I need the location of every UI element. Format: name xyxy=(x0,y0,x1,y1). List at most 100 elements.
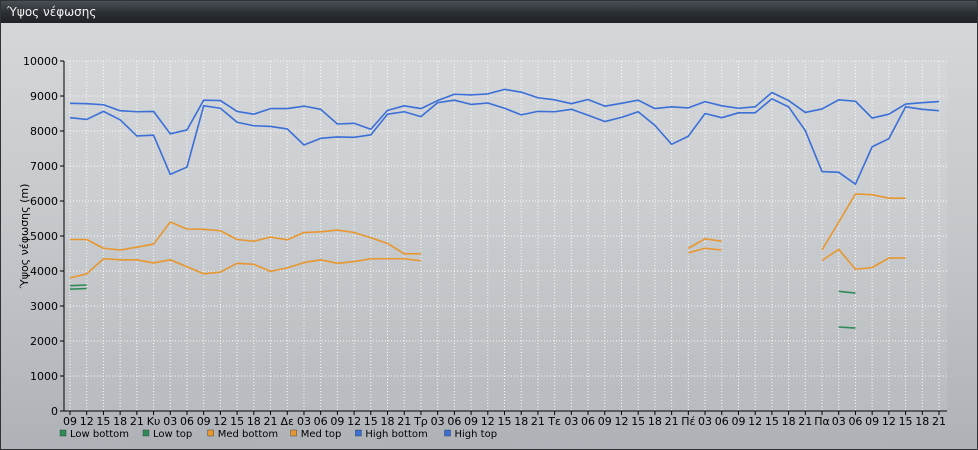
x-tick-label: 06 xyxy=(314,415,328,428)
legend-item: Med top xyxy=(290,429,342,440)
y-tick-label: 7000 xyxy=(30,160,58,173)
x-tick-label: Τρ xyxy=(413,415,428,428)
x-tick-label: Κυ xyxy=(147,415,161,428)
y-axis-label: Ύψος νέφωσης (m) xyxy=(18,184,31,290)
legend-item: Med bottom xyxy=(207,429,278,440)
legend-swatch xyxy=(59,429,67,437)
x-tick-label: Δε xyxy=(281,415,295,428)
x-tick-label: 09 xyxy=(464,415,478,428)
x-tick-label: 03 xyxy=(832,415,846,428)
x-tick-label: Πα xyxy=(814,415,830,428)
x-tick-label: 21 xyxy=(397,415,411,428)
legend-label: Low bottom xyxy=(70,429,129,440)
y-tick-label: 5000 xyxy=(30,230,58,243)
series-layer xyxy=(69,88,940,329)
series-line-segment xyxy=(838,326,856,329)
legend: Low bottom Low top Med bottom Med top High b… xyxy=(59,429,498,440)
x-tick-label: 09 xyxy=(731,415,745,428)
series-line-segment xyxy=(69,257,422,279)
legend-swatch xyxy=(290,429,297,437)
x-tick-label: 09 xyxy=(598,415,612,428)
x-tick-label: 03 xyxy=(564,415,578,428)
x-tick-label: 06 xyxy=(447,415,461,428)
y-tick-label: 2000 xyxy=(30,335,58,348)
legend-label: High top xyxy=(455,429,498,440)
x-tick-label: 12 xyxy=(882,415,896,428)
legend-item: High top xyxy=(444,429,498,440)
x-tick-label: 15 xyxy=(631,415,645,428)
legend-item: Low top xyxy=(142,429,192,440)
y-tick-label: 10000 xyxy=(23,55,58,68)
x-tick-label: 15 xyxy=(498,415,512,428)
x-tick-label: 03 xyxy=(698,415,712,428)
y-tick-labels: 0 1000 2000 3000 4000 5000 6000 7000 8000 9000 100… xyxy=(23,55,64,418)
series-line-segment xyxy=(838,290,856,294)
x-tick-labels: 09 12 15 18 21 Κυ 03 06 09 12 15 18 21 Δε 03 06 09 12 15 18… xyxy=(63,411,946,428)
series-high-bottom xyxy=(69,98,940,185)
x-tick-label: 18 xyxy=(381,415,395,428)
x-tick-label: 03 xyxy=(297,415,311,428)
x-tick-label: 12 xyxy=(748,415,762,428)
window-title: Ύψος νέφωσης xyxy=(1,1,977,23)
y-tick-label: 6000 xyxy=(30,195,58,208)
y-tick-label: 4000 xyxy=(30,265,58,278)
y-tick-label: 9000 xyxy=(30,90,58,103)
x-tick-label: 15 xyxy=(230,415,244,428)
x-tick-label: 09 xyxy=(865,415,879,428)
x-tick-label: 21 xyxy=(130,415,144,428)
series-line-segment xyxy=(69,98,940,185)
y-tick-label: 3000 xyxy=(30,300,58,313)
y-tick-label: 1000 xyxy=(30,370,58,383)
x-tick-label: 09 xyxy=(63,415,77,428)
legend-label: Low top xyxy=(153,429,192,440)
x-tick-label: 18 xyxy=(915,415,929,428)
series-line-segment xyxy=(687,238,722,249)
x-tick-label: 03 xyxy=(431,415,445,428)
x-tick-label: 18 xyxy=(648,415,662,428)
series-line-segment xyxy=(821,248,906,271)
series-line-segment xyxy=(69,287,87,290)
series-line-segment xyxy=(69,284,87,287)
x-tick-label: 06 xyxy=(180,415,194,428)
legend-swatch xyxy=(207,429,214,437)
y-tick-label: 0 xyxy=(51,405,58,418)
x-tick-label: 12 xyxy=(347,415,361,428)
legend-swatch xyxy=(444,429,451,437)
cloud-height-chart: 09 12 15 18 21 Κυ 03 06 09 12 15 18 21 Δε 03 06 09 12 15 18… xyxy=(18,55,947,440)
x-tick-label: 12 xyxy=(213,415,227,428)
x-tick-label: 21 xyxy=(665,415,679,428)
series-line-segment xyxy=(69,88,940,135)
legend-swatch xyxy=(355,429,362,437)
x-tick-label: 12 xyxy=(614,415,628,428)
series-line-segment xyxy=(821,193,906,251)
x-tick-label: 21 xyxy=(264,415,278,428)
x-tick-label: 06 xyxy=(848,415,862,428)
x-tick-label: 15 xyxy=(364,415,378,428)
legend-label: High bottom xyxy=(365,429,427,440)
series-low-bottom xyxy=(69,287,856,329)
x-tick-label: 18 xyxy=(782,415,796,428)
series-med-top xyxy=(70,193,906,255)
x-tick-label: 12 xyxy=(481,415,495,428)
x-tick-label: 09 xyxy=(197,415,211,428)
series-line-segment xyxy=(688,247,722,254)
x-tick-label: 15 xyxy=(899,415,913,428)
x-tick-label: 12 xyxy=(80,415,94,428)
series-low-top xyxy=(69,284,856,294)
y-tick-label: 8000 xyxy=(30,125,58,138)
legend-label: Med top xyxy=(301,429,342,440)
legend-swatch xyxy=(142,429,150,437)
x-tick-label: 03 xyxy=(163,415,177,428)
x-tick-label: 21 xyxy=(531,415,545,428)
legend-item: High bottom xyxy=(355,429,428,440)
x-tick-label: 15 xyxy=(96,415,110,428)
series-high-top xyxy=(69,88,940,135)
x-tick-label: 06 xyxy=(715,415,729,428)
x-tick-label: 09 xyxy=(330,415,344,428)
legend-item: Low bottom xyxy=(59,429,129,440)
legend-label: Med bottom xyxy=(218,429,278,440)
x-tick-label: 18 xyxy=(514,415,528,428)
x-tick-label: 21 xyxy=(932,415,946,428)
series-med-bottom xyxy=(69,247,906,279)
